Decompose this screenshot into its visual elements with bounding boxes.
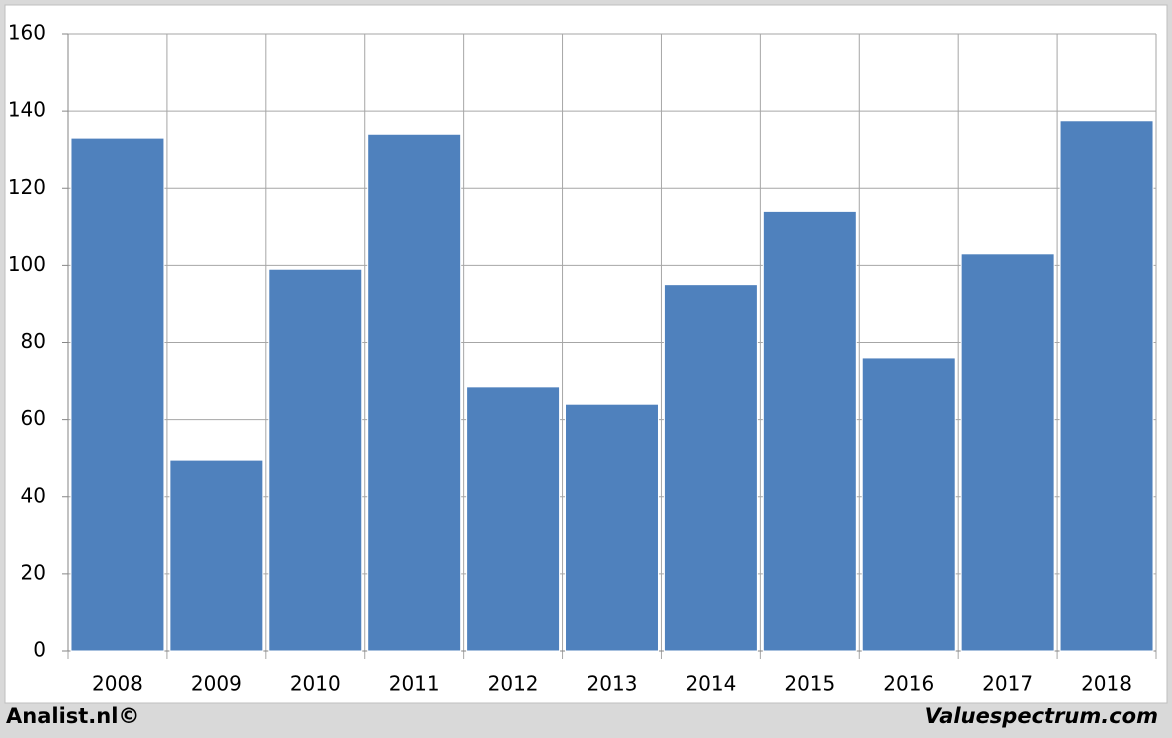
footer-right: Valuespectrum.com xyxy=(925,704,1158,728)
x-tick-label: 2014 xyxy=(685,672,736,696)
x-tick-label: 2013 xyxy=(587,672,638,696)
y-tick-label: 100 xyxy=(8,252,46,276)
y-tick-label: 160 xyxy=(8,21,46,45)
y-tick-label: 0 xyxy=(33,638,46,662)
y-tick-label: 80 xyxy=(21,329,46,353)
x-tick-label: 2012 xyxy=(488,672,539,696)
bar xyxy=(762,210,857,652)
bar xyxy=(861,357,956,652)
x-tick-label: 2008 xyxy=(92,672,143,696)
x-tick-label: 2015 xyxy=(784,672,835,696)
bar xyxy=(169,459,264,652)
x-tick-label: 2016 xyxy=(883,672,934,696)
bar xyxy=(70,137,165,652)
bar xyxy=(1059,120,1154,652)
bar xyxy=(960,253,1055,652)
bar xyxy=(367,133,462,652)
bar xyxy=(663,284,758,652)
bar xyxy=(466,386,561,652)
y-tick-label: 120 xyxy=(8,175,46,199)
y-tick-label: 20 xyxy=(21,560,46,584)
bar xyxy=(268,268,363,652)
y-tick-label: 60 xyxy=(21,406,46,430)
x-tick-label: 2018 xyxy=(1081,672,1132,696)
footer-left: Analist.nl© xyxy=(6,704,139,728)
x-tick-label: 2017 xyxy=(982,672,1033,696)
y-tick-label: 40 xyxy=(21,483,46,507)
x-tick-label: 2010 xyxy=(290,672,341,696)
bar xyxy=(565,403,659,652)
y-tick-label: 140 xyxy=(8,98,46,122)
x-tick-label: 2009 xyxy=(191,672,242,696)
x-tick-label: 2011 xyxy=(389,672,440,696)
